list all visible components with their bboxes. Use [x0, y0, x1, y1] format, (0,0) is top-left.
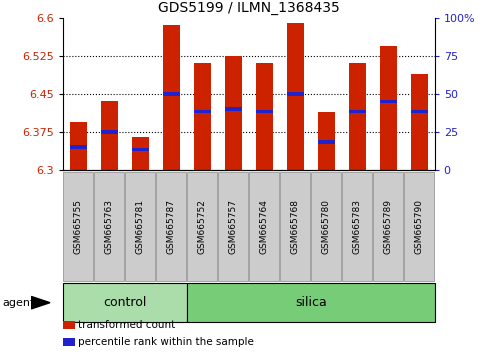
Text: GSM665787: GSM665787 [167, 199, 176, 254]
Bar [132, 137, 149, 170]
Bar [132, 148, 149, 152]
Bar [349, 63, 366, 170]
Bar [256, 110, 273, 113]
Bar [411, 110, 428, 113]
Bar [70, 145, 87, 149]
Text: GSM665752: GSM665752 [198, 199, 207, 254]
Text: GSM665763: GSM665763 [105, 199, 114, 254]
Text: percentile rank within the sample: percentile rank within the sample [78, 337, 254, 347]
Text: GSM665764: GSM665764 [260, 199, 269, 254]
Title: GDS5199 / ILMN_1368435: GDS5199 / ILMN_1368435 [158, 1, 340, 15]
Text: transformed count: transformed count [78, 320, 175, 330]
Text: GSM665757: GSM665757 [229, 199, 238, 254]
Text: GSM665781: GSM665781 [136, 199, 145, 254]
Text: silica: silica [295, 296, 327, 309]
Bar [194, 110, 211, 113]
Bar [287, 92, 304, 96]
Bar [194, 63, 211, 170]
Bar [101, 102, 118, 170]
Text: GSM665783: GSM665783 [353, 199, 362, 254]
Text: GSM665780: GSM665780 [322, 199, 331, 254]
Bar [380, 46, 397, 170]
Bar [349, 110, 366, 113]
Bar [318, 112, 335, 170]
Text: GSM665755: GSM665755 [74, 199, 83, 254]
Bar [318, 140, 335, 144]
Bar [256, 63, 273, 170]
Text: GSM665789: GSM665789 [384, 199, 393, 254]
Text: GSM665790: GSM665790 [415, 199, 424, 254]
Bar [225, 56, 242, 170]
Text: control: control [103, 296, 146, 309]
Text: GSM665768: GSM665768 [291, 199, 300, 254]
Bar [380, 99, 397, 103]
Text: agent: agent [2, 298, 35, 308]
Bar [411, 74, 428, 170]
Polygon shape [31, 296, 50, 309]
Bar [163, 25, 180, 170]
Bar [225, 107, 242, 111]
Bar [101, 130, 118, 134]
Bar [70, 122, 87, 170]
Bar [163, 92, 180, 96]
Bar [287, 23, 304, 170]
